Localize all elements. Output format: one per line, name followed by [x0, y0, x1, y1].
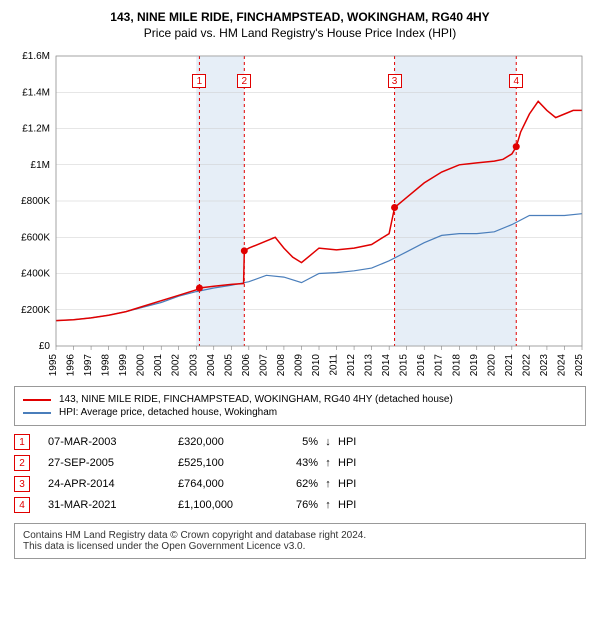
- svg-text:2023: 2023: [539, 354, 550, 377]
- chart-subtitle: Price paid vs. HM Land Registry's House …: [10, 26, 590, 40]
- arrow-icon: ↓: [318, 436, 338, 448]
- svg-text:2014: 2014: [381, 354, 392, 377]
- legend-swatch-blue: [23, 412, 51, 414]
- row-pct: 62%: [278, 478, 318, 490]
- arrow-icon: ↑: [318, 499, 338, 511]
- svg-text:2018: 2018: [451, 354, 462, 377]
- chart-marker-1: 1: [192, 74, 206, 88]
- svg-text:£1M: £1M: [31, 160, 50, 171]
- svg-text:2005: 2005: [223, 354, 234, 377]
- svg-text:1998: 1998: [101, 354, 112, 377]
- row-price: £764,000: [178, 478, 278, 490]
- svg-text:2010: 2010: [311, 354, 322, 377]
- svg-text:2019: 2019: [469, 354, 480, 377]
- svg-text:2012: 2012: [346, 354, 357, 377]
- svg-text:2015: 2015: [399, 354, 410, 377]
- footer: Contains HM Land Registry data © Crown c…: [14, 523, 586, 559]
- table-row: 1 07-MAR-2003£320,0005%↓HPI: [14, 434, 586, 450]
- svg-text:2024: 2024: [556, 354, 567, 377]
- svg-text:2008: 2008: [276, 354, 287, 377]
- row-marker: 2: [14, 455, 30, 471]
- svg-text:2011: 2011: [329, 354, 340, 376]
- svg-text:2006: 2006: [241, 354, 252, 377]
- legend-label-blue: HPI: Average price, detached house, Woki…: [59, 407, 277, 418]
- svg-text:2020: 2020: [486, 354, 497, 377]
- row-date: 07-MAR-2003: [48, 436, 178, 448]
- legend-swatch-red: [23, 399, 51, 401]
- svg-text:2013: 2013: [364, 354, 375, 377]
- row-pct: 43%: [278, 457, 318, 469]
- legend-row-red: 143, NINE MILE RIDE, FINCHAMPSTEAD, WOKI…: [23, 394, 577, 405]
- row-pct: 76%: [278, 499, 318, 511]
- svg-text:2001: 2001: [153, 354, 164, 377]
- svg-text:£1.6M: £1.6M: [22, 51, 50, 62]
- svg-text:£1.2M: £1.2M: [22, 124, 50, 135]
- legend: 143, NINE MILE RIDE, FINCHAMPSTEAD, WOKI…: [14, 386, 586, 426]
- row-price: £320,000: [178, 436, 278, 448]
- row-hpi-label: HPI: [338, 436, 378, 448]
- row-marker: 1: [14, 434, 30, 450]
- row-price: £1,100,000: [178, 499, 278, 511]
- arrow-icon: ↑: [318, 478, 338, 490]
- chart-container: 143, NINE MILE RIDE, FINCHAMPSTEAD, WOKI…: [0, 0, 600, 567]
- chart-marker-3: 3: [388, 74, 402, 88]
- row-date: 24-APR-2014: [48, 478, 178, 490]
- sales-table: 107-MAR-2003£320,0005%↓HPI227-SEP-2005£5…: [14, 434, 586, 513]
- svg-text:2004: 2004: [206, 354, 217, 377]
- svg-text:2003: 2003: [188, 354, 199, 377]
- legend-row-blue: HPI: Average price, detached house, Woki…: [23, 407, 577, 418]
- row-marker: 4: [14, 497, 30, 513]
- svg-text:2025: 2025: [574, 354, 585, 377]
- svg-text:£600K: £600K: [21, 232, 50, 243]
- svg-text:1997: 1997: [83, 354, 94, 377]
- legend-label-red: 143, NINE MILE RIDE, FINCHAMPSTEAD, WOKI…: [59, 394, 453, 405]
- svg-text:2007: 2007: [258, 354, 269, 377]
- table-row: 4 31-MAR-2021£1,100,00076%↑HPI: [14, 497, 586, 513]
- svg-text:2022: 2022: [521, 354, 532, 377]
- chart-svg: £0 £200K £400K £600K £800K £1M £1.2M £1.4M £1.6M…: [10, 48, 590, 378]
- svg-text:2009: 2009: [293, 354, 304, 377]
- row-hpi-label: HPI: [338, 457, 378, 469]
- svg-text:£0: £0: [39, 341, 51, 352]
- table-row: 2 27-SEP-2005£525,10043%↑HPI: [14, 455, 586, 471]
- chart-marker-2: 2: [237, 74, 251, 88]
- arrow-icon: ↑: [318, 457, 338, 469]
- svg-text:1995: 1995: [48, 354, 59, 377]
- row-hpi-label: HPI: [338, 478, 378, 490]
- row-pct: 5%: [278, 436, 318, 448]
- svg-text:1996: 1996: [66, 354, 77, 377]
- row-marker: 3: [14, 476, 30, 492]
- chart-title: 143, NINE MILE RIDE, FINCHAMPSTEAD, WOKI…: [10, 10, 590, 24]
- svg-text:£800K: £800K: [21, 196, 50, 207]
- svg-text:1999: 1999: [118, 354, 129, 377]
- row-date: 31-MAR-2021: [48, 499, 178, 511]
- row-hpi-label: HPI: [338, 499, 378, 511]
- footer-line1: Contains HM Land Registry data © Crown c…: [23, 530, 577, 541]
- svg-text:2000: 2000: [136, 354, 147, 377]
- svg-text:£400K: £400K: [21, 269, 50, 280]
- svg-text:2002: 2002: [171, 354, 182, 377]
- chart-plot: £0 £200K £400K £600K £800K £1M £1.2M £1.4M £1.6M…: [10, 48, 590, 378]
- table-row: 3 24-APR-2014£764,00062%↑HPI: [14, 476, 586, 492]
- svg-text:2017: 2017: [434, 354, 445, 377]
- chart-marker-4: 4: [509, 74, 523, 88]
- svg-text:£200K: £200K: [21, 305, 50, 316]
- svg-text:£1.4M: £1.4M: [22, 87, 50, 98]
- footer-line2: This data is licensed under the Open Gov…: [23, 541, 577, 552]
- row-price: £525,100: [178, 457, 278, 469]
- svg-text:2021: 2021: [504, 354, 515, 377]
- row-date: 27-SEP-2005: [48, 457, 178, 469]
- svg-text:2016: 2016: [416, 354, 427, 377]
